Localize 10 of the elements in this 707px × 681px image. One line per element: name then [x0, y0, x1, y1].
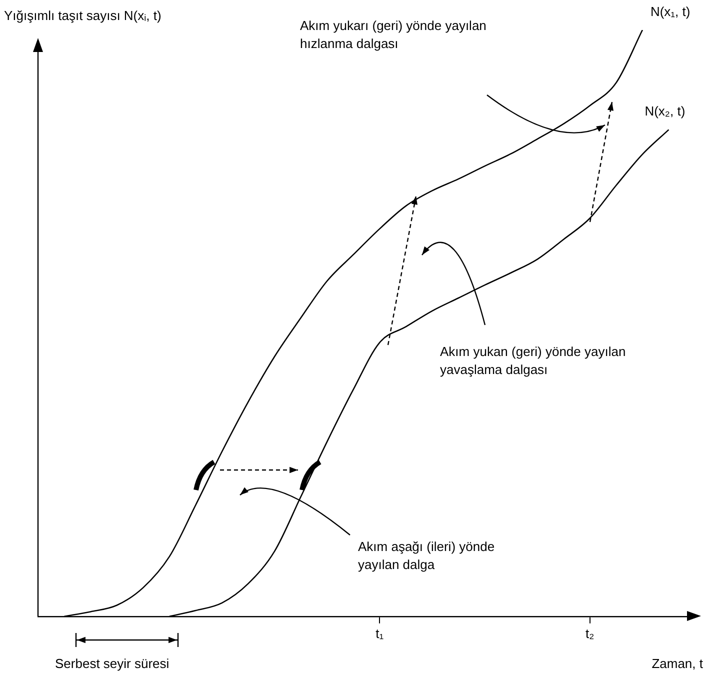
annotation: Akım aşağı (ileri) yönde yayılan dalga	[358, 539, 495, 572]
series-label: N(x₁, t)	[650, 4, 690, 19]
y-axis-title: Yığışımlı taşıt sayısı N(xᵢ, t)	[4, 8, 162, 23]
annotation: Akım yukan (geri) yönde yayılan yavaşlama dalgası	[440, 344, 626, 377]
text: Serbest seyir süresi	[55, 656, 170, 671]
x-axis-title: Zaman, t	[652, 656, 704, 671]
series-label: N(x₂, t)	[644, 104, 686, 119]
x-tick-label: t₂	[586, 626, 594, 641]
annotation: Akım yukarı (geri) yönde yayılan hızlanma dalgası	[300, 18, 486, 51]
x-tick-label: t₁	[376, 626, 384, 641]
